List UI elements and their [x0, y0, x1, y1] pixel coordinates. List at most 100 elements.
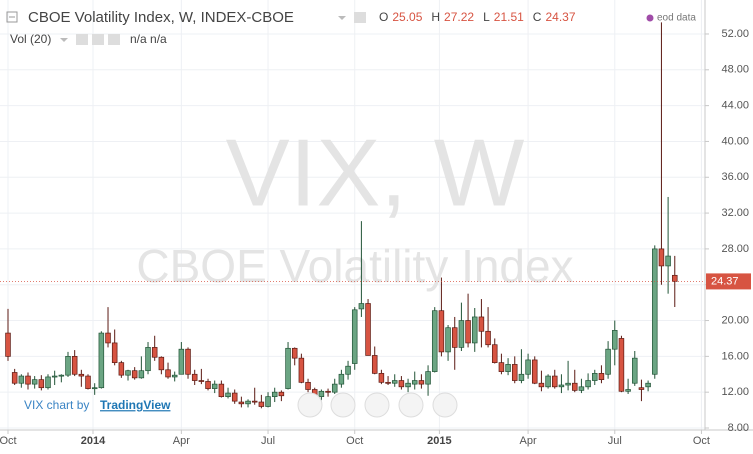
x-tick-label: 2015: [427, 435, 451, 447]
x-tick-label: Oct: [0, 435, 17, 447]
candle-body: [118, 362, 125, 376]
zoom-controls: [297, 392, 458, 418]
ohlc-legend: O 25.05 H 27.22 L 21.51 C 24.37: [379, 10, 576, 24]
ohlc-key: H: [431, 10, 440, 24]
ohlc-value: 27.22: [444, 10, 474, 24]
x-tick-label: Oct: [693, 435, 710, 447]
candle-body: [598, 373, 605, 380]
candle-body: [218, 383, 225, 398]
indicator-values: n/a n/a: [130, 32, 167, 46]
candle-body: [491, 344, 498, 363]
candle-body: [565, 382, 571, 386]
candle-body: [612, 330, 618, 350]
candle-body: [305, 381, 311, 390]
candle-body: [198, 380, 205, 382]
indicator-name: Vol (20): [10, 32, 51, 46]
ohlc-key: L: [483, 10, 490, 24]
candle-body: [665, 255, 671, 267]
candle-body: [185, 348, 191, 375]
candle-body: [71, 356, 78, 375]
y-tick-label: 44.00: [721, 100, 749, 112]
candle-body: [498, 362, 505, 372]
candle-body: [552, 375, 558, 388]
zoom-in[interactable]: [398, 392, 424, 418]
candle-body: [158, 356, 165, 371]
y-tick-label: 12.00: [721, 386, 749, 398]
ohlc-value: 24.37: [545, 10, 575, 24]
candle-body: [371, 355, 378, 374]
candle-body: [91, 387, 98, 390]
candle-body: [358, 303, 365, 310]
candle-body: [298, 357, 305, 383]
candle-body: [278, 391, 285, 397]
candle-body: [85, 375, 91, 389]
candle-body: [238, 401, 245, 405]
last-price-label: 24.37: [711, 275, 739, 287]
chart-title: CBOE Volatility Index, W, INDEX-CBOE: [28, 9, 294, 26]
settings-icon[interactable]: [354, 12, 366, 23]
candle-body: [205, 381, 211, 389]
grid: [0, 0, 705, 430]
reset[interactable]: [364, 392, 390, 418]
y-tick-label: 20.00: [721, 314, 749, 326]
watermark: VIX, W: [226, 119, 525, 226]
indicator-visibility[interactable]: [76, 34, 88, 45]
candle-body: [385, 381, 391, 384]
ohlc-value: 25.05: [392, 10, 422, 24]
candle-body: [625, 389, 631, 392]
dropdown-arrow[interactable]: [338, 16, 346, 20]
candle-body: [632, 357, 638, 384]
candle-body: [458, 320, 465, 348]
indicator-dropdown[interactable]: [60, 38, 68, 42]
candle-body: [538, 382, 545, 388]
candle-body: [338, 373, 345, 385]
candle-body: [225, 392, 231, 398]
candle-body: [365, 303, 371, 356]
candle-body: [211, 383, 218, 389]
scroll-left[interactable]: [297, 392, 323, 418]
eod-dot: [646, 14, 654, 22]
candle-body: [25, 375, 31, 385]
candle-body: [445, 327, 451, 353]
candle-body: [672, 274, 678, 282]
candle-body: [98, 332, 105, 389]
candle-body: [638, 387, 645, 390]
candle-body: [331, 383, 338, 393]
candle-body: [265, 396, 271, 407]
candle-body: [125, 370, 131, 376]
ohlc-key: C: [533, 10, 542, 24]
indicator-remove[interactable]: [108, 34, 120, 45]
candle-body: [652, 248, 658, 375]
credit-link[interactable]: TradingView: [100, 398, 171, 412]
candle-body: [171, 374, 178, 378]
scroll-right[interactable]: [432, 392, 458, 418]
collapse-icon[interactable]: [6, 11, 18, 23]
credit: VIX chart by: [24, 398, 89, 412]
candle-body: [38, 379, 45, 389]
candle-body: [58, 374, 65, 377]
candle-body: [251, 400, 258, 403]
candle-body: [545, 375, 551, 388]
candle-body: [51, 375, 58, 378]
y-tick-label: 52.00: [721, 28, 749, 40]
candle-body: [45, 376, 51, 389]
indicator-settings[interactable]: [92, 34, 104, 45]
candle-body: [478, 316, 485, 332]
x-tick-label: Jul: [608, 435, 622, 447]
last-price-box: [706, 273, 751, 290]
candle-body: [518, 373, 525, 381]
candle-body: [438, 310, 445, 353]
eod-label: eod data: [657, 13, 696, 24]
candle-body: [11, 372, 18, 384]
zoom-out[interactable]: [330, 392, 356, 418]
ohlc-value: 21.51: [494, 10, 524, 24]
candle-body: [325, 390, 331, 393]
candle-body: [471, 316, 478, 344]
y-tick-label: 40.00: [721, 135, 749, 147]
candle-body: [258, 401, 265, 407]
candle-body: [105, 332, 111, 344]
candle-body: [485, 330, 491, 346]
y-tick-label: 36.00: [721, 171, 749, 183]
x-tick-label: Oct: [346, 435, 363, 447]
